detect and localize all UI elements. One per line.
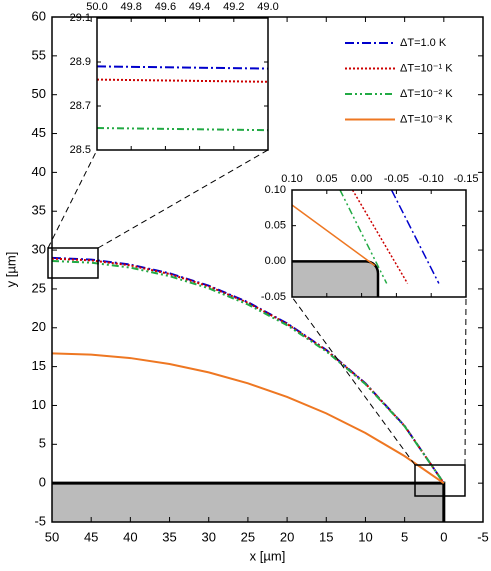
y-tick-label: 20: [32, 319, 46, 334]
x-tick-label: 50.0: [86, 1, 107, 13]
zoom-box: [414, 464, 466, 497]
y-tick-label: 35: [32, 203, 46, 218]
legend-label: ΔT=10⁻³ K: [400, 113, 453, 125]
substrate: [292, 261, 378, 297]
y-tick-label: 50: [32, 86, 46, 101]
y-tick-label: 0.05: [265, 220, 286, 232]
x-tick-label: 49.6: [155, 1, 176, 13]
data-line: [291, 204, 376, 267]
x-tick-label: 49.2: [223, 1, 244, 13]
y-tick-label: 28.9: [70, 56, 91, 68]
x-tick-label: 5: [401, 529, 408, 544]
x-tick-label: 0.10: [281, 173, 302, 185]
data-line: [390, 189, 440, 284]
y-axis-label: y [µm]: [3, 252, 18, 288]
x-tick-label: 20: [280, 529, 294, 544]
y-tick-label: -0.05: [261, 291, 286, 303]
data-line: [51, 352, 445, 484]
x-tick-label: 30: [201, 529, 215, 544]
x-tick-label: 25: [241, 529, 255, 544]
x-tick-label: 49.0: [257, 1, 278, 13]
y-tick-label: 45: [32, 125, 46, 140]
y-tick-label: 28.5: [70, 144, 91, 156]
y-tick-label: 40: [32, 164, 46, 179]
y-tick-label: 0: [39, 475, 46, 490]
y-tick-label: 30: [32, 242, 46, 257]
y-tick-label: 28.7: [70, 100, 91, 112]
x-tick-label: -5: [477, 529, 489, 544]
x-tick-label: 0.05: [316, 173, 337, 185]
legend-label: ΔT=10⁻¹ K: [400, 62, 453, 74]
inset-plot: 50.0 49.8 49.6 49.4 49.2 49.0 28.5 28.7 28.9 29.1: [70, 1, 279, 156]
x-tick-label: 0: [440, 529, 447, 544]
y-tick-label: 0.00: [265, 255, 286, 267]
x-tick-label: 10: [358, 529, 372, 544]
y-tick-label: 15: [32, 358, 46, 373]
legend-label: ΔT=10⁻² K: [400, 88, 453, 100]
y-tick-label: 10: [32, 397, 46, 412]
x-tick-label: -0.05: [384, 173, 409, 185]
x-tick-label: 50: [45, 529, 59, 544]
substrate: [52, 483, 444, 522]
plot-frame: [51, 16, 484, 523]
data-line: [96, 65, 269, 70]
x-tick-label: -0.15: [453, 173, 478, 185]
x-tick-label: 49.8: [120, 1, 141, 13]
x-tick-label: 0.00: [351, 173, 372, 185]
y-tick-label: 55: [32, 47, 46, 62]
plot-frame: [96, 17, 269, 151]
x-tick-label: 45: [84, 529, 98, 544]
connector: [291, 296, 416, 466]
x-tick-label: 35: [162, 529, 176, 544]
connector: [97, 149, 269, 249]
y-tick-label: 60: [32, 8, 46, 23]
x-tick-label: 40: [123, 529, 137, 544]
x-axis-label: x [µm]: [250, 548, 286, 563]
connector: [464, 296, 467, 466]
y-tick-label: 5: [39, 436, 46, 451]
plot-frame: [291, 189, 467, 298]
data-line: [96, 78, 269, 83]
x-tick-label: 49.4: [189, 1, 210, 13]
zoom-box: [47, 247, 99, 279]
substrate-edge: [52, 481, 446, 522]
connector: [47, 149, 98, 249]
main-plot: 50 45 40 35 30 25 20 15 10 5 0 -5-50510152025303540…: [3, 8, 488, 563]
x-tick-label: 15: [319, 529, 333, 544]
y-tick-label: 0.10: [265, 184, 286, 196]
data-line: [51, 259, 445, 484]
y-tick-label: 25: [32, 280, 46, 295]
inset-background: [97, 18, 268, 150]
inset-plot: 0.10 0.05 0.00 -0.05 -0.10 -0.15 -0.05 0.00 0.05…: [261, 173, 479, 303]
legend-label: ΔT=1.0 K: [400, 37, 447, 49]
y-tick-label: 29.1: [70, 12, 91, 24]
data-line: [96, 127, 269, 132]
x-tick-label: -0.10: [419, 173, 444, 185]
y-tick-label: -5: [34, 513, 46, 528]
